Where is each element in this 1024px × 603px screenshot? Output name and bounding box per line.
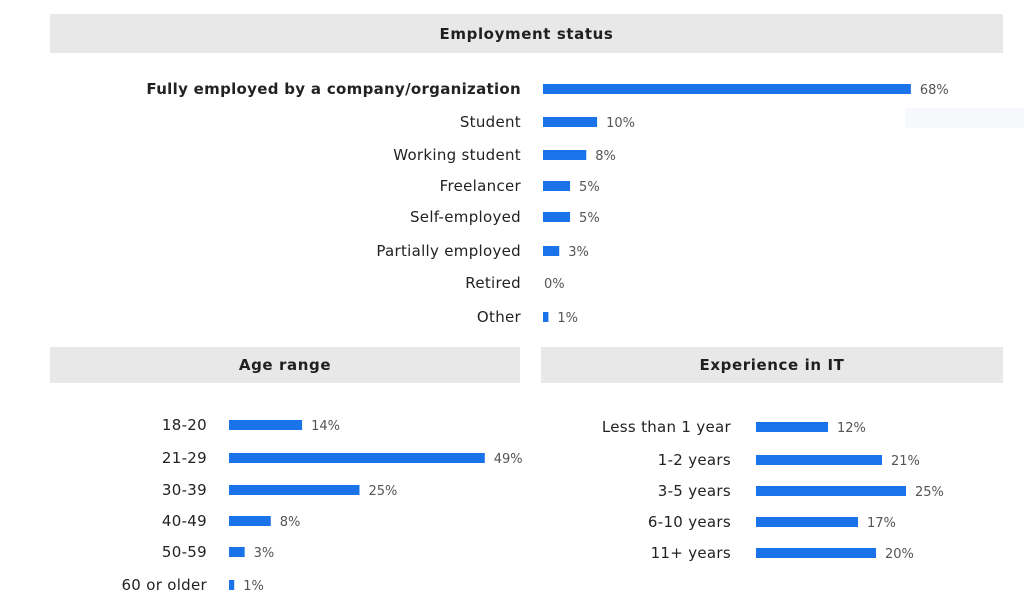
age-bar xyxy=(229,547,245,557)
experience-category-label: 6-10 years xyxy=(648,513,731,531)
experience-value-label: 25% xyxy=(915,485,944,500)
experience-category-label: 1-2 years xyxy=(658,451,731,469)
age-category-label: 40-49 xyxy=(162,512,207,530)
age-category-label: 30-39 xyxy=(162,481,207,499)
employment-bar xyxy=(543,84,911,94)
experience-category-label: 11+ years xyxy=(651,544,731,562)
experience-bar xyxy=(756,486,906,496)
experience-bar xyxy=(756,422,828,432)
experience-chart: Less than 1 year 12% 1-2 years 21% 3-5 years… xyxy=(602,418,944,562)
employment-bar xyxy=(543,117,598,127)
employment-value-label: 68% xyxy=(920,83,949,98)
age-category-label: 50-59 xyxy=(162,543,207,561)
faint-background-box xyxy=(905,108,1024,128)
age-category-label: 60 or older xyxy=(121,576,207,594)
employment-category-label: Freelancer xyxy=(440,177,522,195)
employment-category-label: Partially employed xyxy=(376,242,521,260)
employment-category-label: Retired xyxy=(465,274,521,292)
age-category-label: 18-20 xyxy=(162,416,207,434)
age-bar xyxy=(229,485,360,495)
employment-value-label: 5% xyxy=(579,180,600,195)
age-value-label: 25% xyxy=(369,484,398,499)
experience-value-label: 17% xyxy=(867,516,896,531)
employment-chart: Fully employed by a company/organization… xyxy=(146,80,948,326)
employment-bar xyxy=(543,212,571,222)
age-value-label: 14% xyxy=(311,419,340,434)
experience-category-label: Less than 1 year xyxy=(602,418,732,436)
employment-bar xyxy=(543,150,587,160)
experience-value-label: 20% xyxy=(885,547,914,562)
experience-bar xyxy=(756,517,858,527)
age-bar xyxy=(229,453,485,463)
employment-value-label: 8% xyxy=(595,149,616,164)
employment-status-header: Employment status xyxy=(50,14,1003,53)
experience-bar xyxy=(756,548,876,558)
age-bar xyxy=(229,420,303,430)
employment-category-label: Student xyxy=(460,113,521,131)
employment-category-label: Other xyxy=(477,308,522,326)
experience-bar xyxy=(756,455,882,465)
age-bar xyxy=(229,516,271,526)
employment-category-label: Fully employed by a company/organization xyxy=(146,80,521,98)
employment-value-label: 3% xyxy=(568,245,589,260)
employment-bar xyxy=(543,181,571,191)
experience-value-label: 12% xyxy=(837,421,866,436)
age-value-label: 1% xyxy=(243,579,264,594)
employment-bar xyxy=(543,312,549,322)
employment-category-label: Working student xyxy=(393,146,521,164)
experience-in-it-header: Experience in IT xyxy=(541,347,1003,383)
employment-bar xyxy=(543,246,560,256)
age-chart: 18-20 14% 21-29 49% 30-39 25% 40-49 8% 50-59 3% 60… xyxy=(121,416,522,594)
experience-category-label: 3-5 years xyxy=(658,482,731,500)
age-category-label: 21-29 xyxy=(162,449,207,467)
age-value-label: 3% xyxy=(254,546,275,561)
age-range-header: Age range xyxy=(50,347,520,383)
age-value-label: 49% xyxy=(494,452,523,467)
employment-value-label: 10% xyxy=(606,116,635,131)
employment-value-label: 1% xyxy=(557,311,578,326)
age-bar xyxy=(229,580,235,590)
employment-value-label: 5% xyxy=(579,211,600,226)
age-value-label: 8% xyxy=(280,515,301,530)
experience-value-label: 21% xyxy=(891,454,920,469)
employment-value-label: 0% xyxy=(544,277,565,292)
employment-category-label: Self-employed xyxy=(410,208,521,226)
